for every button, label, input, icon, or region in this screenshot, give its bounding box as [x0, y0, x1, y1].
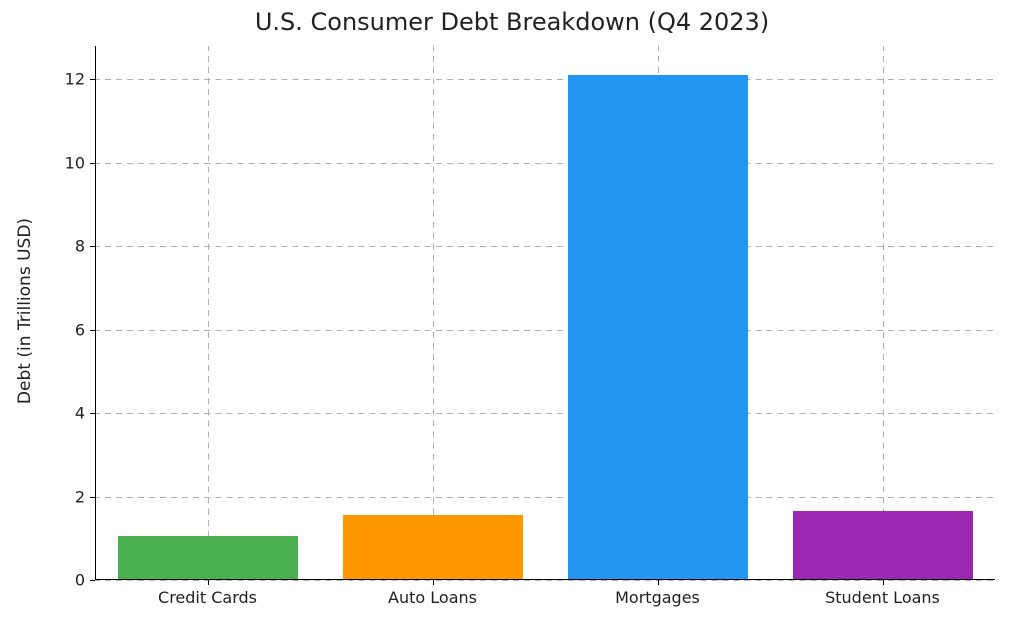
bar	[118, 536, 298, 580]
x-axis-line	[95, 579, 995, 580]
y-tick-label: 12	[65, 70, 95, 89]
bar	[793, 511, 973, 580]
gridline-horizontal	[95, 413, 995, 414]
x-tick-label: Mortgages	[615, 580, 700, 607]
gridline-horizontal	[95, 163, 995, 164]
plot-area: 024681012Credit CardsAuto LoansMortgages…	[95, 46, 995, 580]
x-tick-label: Credit Cards	[158, 580, 257, 607]
y-tick-label: 8	[75, 237, 95, 256]
y-axis-label: Debt (in Trillions USD)	[15, 44, 35, 578]
gridline-vertical	[208, 46, 209, 580]
gridline-horizontal	[95, 330, 995, 331]
bar	[343, 515, 523, 580]
bar	[568, 75, 748, 580]
gridline-horizontal	[95, 246, 995, 247]
gridline-vertical	[883, 46, 884, 580]
y-tick-label: 0	[75, 571, 95, 590]
gridline-horizontal	[95, 497, 995, 498]
gridline-horizontal	[95, 79, 995, 80]
y-tick-label: 2	[75, 487, 95, 506]
y-tick-label: 10	[65, 153, 95, 172]
chart-title: U.S. Consumer Debt Breakdown (Q4 2023)	[0, 8, 1024, 36]
gridline-vertical	[433, 46, 434, 580]
y-axis-line	[95, 46, 96, 580]
y-tick-label: 6	[75, 320, 95, 339]
chart-container: U.S. Consumer Debt Breakdown (Q4 2023) D…	[0, 0, 1024, 640]
x-tick-label: Student Loans	[825, 580, 940, 607]
y-tick-label: 4	[75, 404, 95, 423]
x-tick-label: Auto Loans	[388, 580, 477, 607]
